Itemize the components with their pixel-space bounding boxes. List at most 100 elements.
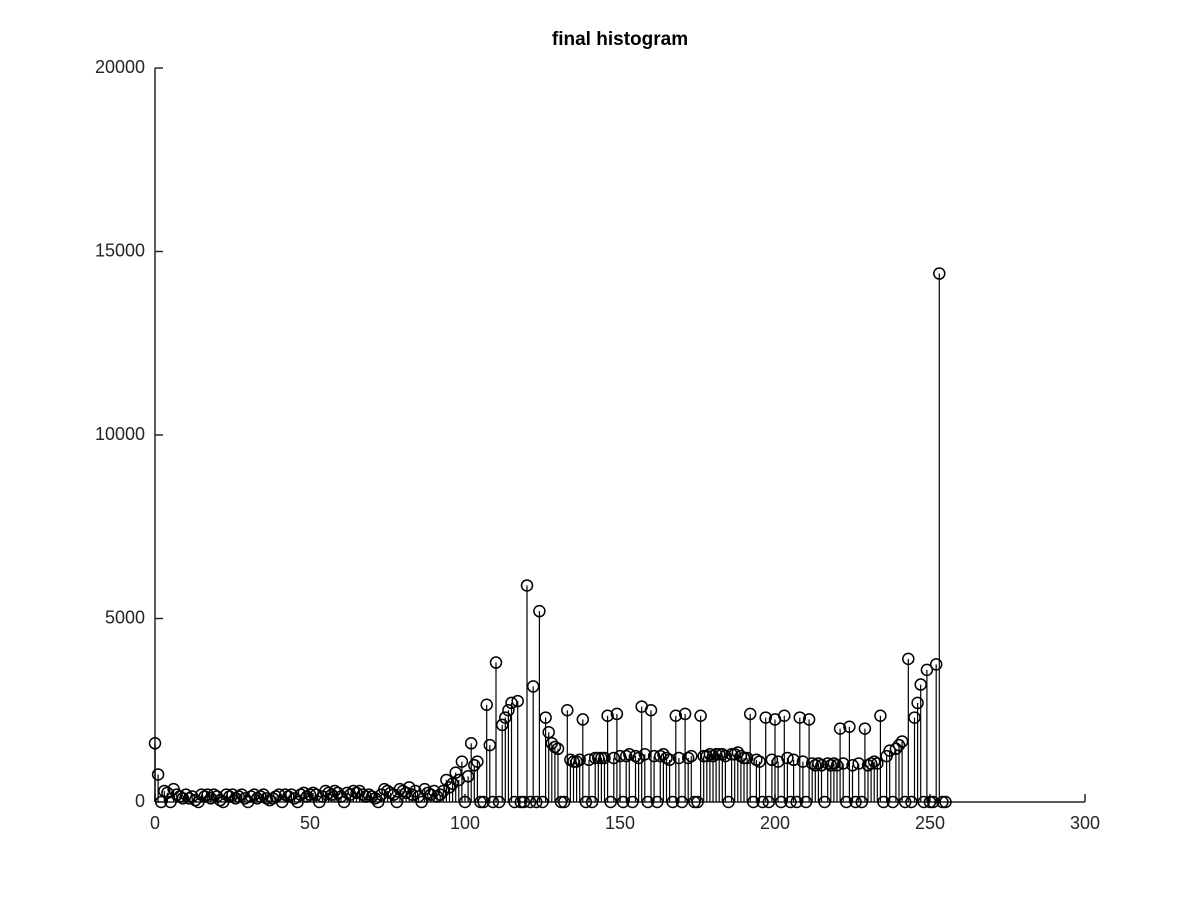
stem-marker <box>551 742 565 756</box>
stem-marker <box>663 753 676 767</box>
stem-marker <box>446 777 459 790</box>
stem-marker <box>567 755 580 768</box>
stem-marker <box>722 795 735 809</box>
stem-marker <box>402 781 416 794</box>
chart-title: final histogram <box>552 29 688 50</box>
stem-marker <box>849 795 862 809</box>
stem-marker <box>694 709 707 723</box>
stem-marker <box>669 709 683 723</box>
stem-marker <box>678 707 692 721</box>
stem-marker <box>164 795 177 809</box>
stem-marker <box>526 680 540 693</box>
stem-marker <box>855 795 869 809</box>
stem-marker <box>626 795 639 809</box>
stem-marker <box>740 751 754 765</box>
stem-marker <box>675 795 689 809</box>
stem-marker <box>933 267 946 280</box>
stem-marker <box>672 751 686 765</box>
stem-marker <box>796 755 810 768</box>
stem-marker <box>489 656 503 669</box>
stem-marker <box>151 768 165 781</box>
stem-marker <box>709 748 723 761</box>
x-tick-label: 150 <box>605 813 635 833</box>
stem-marker <box>610 707 624 721</box>
stem-marker <box>852 757 865 770</box>
stem-marker <box>325 788 338 801</box>
x-tick-label: 200 <box>760 813 790 833</box>
stem-marker <box>291 795 304 809</box>
y-tick-label: 0 <box>135 791 145 811</box>
stem-marker <box>889 742 903 756</box>
stem-marker <box>833 722 847 735</box>
stem-marker <box>201 788 214 801</box>
stem-marker <box>480 698 493 711</box>
stem-marker <box>285 788 298 801</box>
stem-marker <box>437 784 450 798</box>
stem-marker <box>874 709 887 723</box>
stem-marker <box>644 704 658 717</box>
stem-marker <box>536 795 549 809</box>
stem-marker <box>830 759 844 772</box>
stem-marker <box>247 788 261 801</box>
stem-marker <box>753 755 766 768</box>
stem-marker <box>712 748 726 761</box>
stem-marker <box>517 795 531 809</box>
stem-marker <box>902 652 915 666</box>
stem-marker <box>871 757 884 770</box>
stem-marker <box>697 749 710 763</box>
y-tick-label: 20000 <box>95 57 145 77</box>
stem-marker <box>895 735 909 748</box>
stem-marker <box>179 788 193 801</box>
stem-marker <box>368 792 382 805</box>
stem-marker <box>204 792 218 805</box>
x-tick-label: 300 <box>1070 813 1100 833</box>
stem-marker <box>725 748 738 761</box>
stem-marker <box>886 795 900 809</box>
stem-marker <box>747 795 760 809</box>
stem-marker <box>843 720 856 734</box>
stem-marker <box>607 751 621 765</box>
stem-marker <box>433 788 447 801</box>
stem-marker <box>908 711 921 724</box>
stem-marker <box>799 795 813 809</box>
y-tick-label: 5000 <box>105 607 145 627</box>
stem-marker <box>148 737 162 750</box>
stem-marker <box>520 579 534 592</box>
stem-marker <box>523 795 537 809</box>
stem-marker <box>573 753 586 767</box>
stem-marker <box>892 738 906 752</box>
stem-marker <box>390 795 404 809</box>
stem-marker <box>778 709 791 723</box>
stem-marker <box>443 781 456 794</box>
stem-marker <box>737 751 751 765</box>
stem-marker <box>815 759 828 772</box>
stem-marker <box>836 757 850 770</box>
stem-marker <box>576 713 590 726</box>
stem-marker <box>495 718 509 732</box>
stem-marker <box>468 759 481 772</box>
stem-marker <box>486 795 500 809</box>
stem-marker <box>288 792 301 805</box>
stem-marker <box>440 773 453 787</box>
stem-marker <box>554 795 568 809</box>
stem-marker <box>765 753 779 767</box>
stem-marker <box>477 795 490 809</box>
stem-marker <box>898 795 912 809</box>
stem-marker <box>818 795 831 809</box>
stem-marker <box>530 795 543 809</box>
stem-marker <box>499 711 512 724</box>
stem-marker <box>905 795 918 809</box>
stem-marker <box>492 795 506 809</box>
stem-marker <box>787 753 800 767</box>
stem-marker <box>511 694 524 708</box>
stem-marker <box>588 751 602 765</box>
stem-marker <box>840 795 853 809</box>
stem-marker <box>505 696 518 710</box>
stem-marker <box>533 604 546 618</box>
stem-marker <box>917 795 931 809</box>
stem-marker <box>846 759 859 772</box>
stem-marker <box>926 795 940 809</box>
stem-marker <box>790 795 803 809</box>
